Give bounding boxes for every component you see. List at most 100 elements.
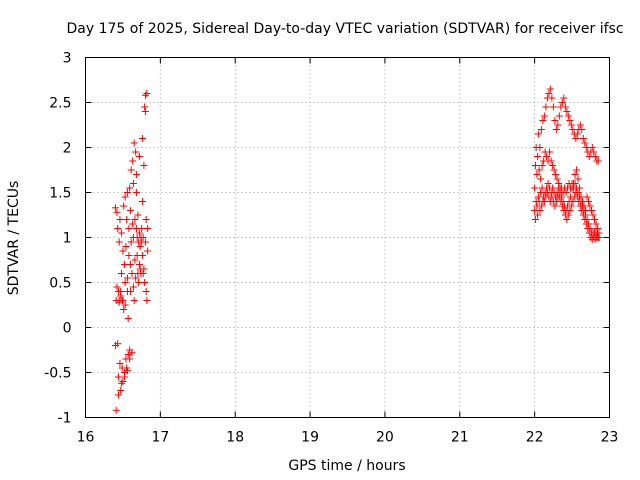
data-point xyxy=(547,157,555,165)
data-point xyxy=(537,202,545,210)
x-axis-label: GPS time / hours xyxy=(288,458,405,474)
data-point xyxy=(131,256,139,264)
data-point xyxy=(138,198,146,205)
data-point xyxy=(562,189,570,196)
data-point xyxy=(126,207,134,214)
data-point xyxy=(128,349,136,357)
data-point xyxy=(127,166,135,174)
data-point xyxy=(123,274,131,282)
data-point xyxy=(132,274,140,282)
data-point xyxy=(554,121,562,129)
data-point xyxy=(552,171,560,178)
data-point xyxy=(141,238,149,246)
data-point xyxy=(138,135,146,142)
data-point xyxy=(534,153,542,160)
y-tick-label: 2 xyxy=(63,141,72,157)
data-point xyxy=(546,148,554,156)
data-point xyxy=(531,162,539,169)
data-point xyxy=(117,288,125,295)
data-point xyxy=(590,148,598,156)
data-point xyxy=(125,252,133,259)
x-tick-label: 23 xyxy=(601,430,619,446)
data-point xyxy=(129,157,137,165)
data-point xyxy=(123,216,131,223)
data-point xyxy=(120,306,128,313)
data-point xyxy=(564,211,572,219)
data-point xyxy=(576,184,584,192)
x-tick-label: 21 xyxy=(451,430,469,446)
data-point xyxy=(560,94,568,102)
data-point xyxy=(141,108,149,115)
data-point xyxy=(131,216,139,223)
data-point xyxy=(139,270,147,277)
data-point xyxy=(552,126,560,133)
data-point xyxy=(535,166,543,174)
data-point xyxy=(583,193,591,201)
data-point xyxy=(116,360,124,367)
data-point xyxy=(114,391,122,399)
data-point xyxy=(123,189,131,196)
data-point xyxy=(132,171,140,178)
x-tick-label: 17 xyxy=(151,430,169,446)
data-point xyxy=(542,103,550,111)
data-point xyxy=(555,112,563,120)
data-point xyxy=(130,297,138,304)
data-point xyxy=(537,126,545,133)
data-point xyxy=(549,162,557,169)
data-point xyxy=(127,238,135,246)
data-point xyxy=(129,283,137,291)
x-tick-label: 18 xyxy=(226,430,244,446)
data-point xyxy=(563,108,571,115)
data-point xyxy=(126,184,134,192)
chart-title: Day 175 of 2025, Sidereal Day-to-day VTE… xyxy=(66,21,623,37)
data-point xyxy=(136,243,144,250)
data-point xyxy=(555,180,563,187)
data-point xyxy=(583,216,591,223)
data-point xyxy=(538,162,546,169)
data-point xyxy=(580,202,588,210)
data-point xyxy=(120,261,128,268)
data-point xyxy=(128,270,136,277)
data-points xyxy=(111,85,603,414)
data-point xyxy=(586,225,594,232)
data-point xyxy=(591,216,599,223)
data-point xyxy=(115,238,123,246)
data-point xyxy=(113,208,121,216)
data-point xyxy=(566,117,574,124)
data-point xyxy=(569,126,577,133)
data-point xyxy=(589,211,597,219)
data-point xyxy=(124,351,132,358)
data-point xyxy=(122,243,130,250)
data-point xyxy=(117,270,125,277)
data-point xyxy=(545,90,553,97)
data-point xyxy=(116,216,124,223)
data-point xyxy=(581,139,589,147)
data-point xyxy=(558,99,566,106)
y-tick-label: 0 xyxy=(63,321,72,337)
data-point xyxy=(571,171,579,178)
data-point xyxy=(574,175,582,183)
data-point xyxy=(546,85,554,93)
data-point xyxy=(573,130,581,138)
data-point xyxy=(585,153,593,160)
data-point xyxy=(594,157,602,165)
data-point xyxy=(588,207,596,214)
data-point xyxy=(129,180,137,187)
data-point xyxy=(143,297,151,304)
data-point xyxy=(113,283,121,291)
data-point xyxy=(141,103,149,111)
data-point xyxy=(121,193,129,201)
data-point xyxy=(531,184,539,192)
data-point xyxy=(572,135,580,142)
data-point xyxy=(135,261,143,268)
data-point xyxy=(121,279,129,286)
y-tick-label: -0.5 xyxy=(44,366,71,382)
data-point xyxy=(567,202,575,210)
data-point xyxy=(119,378,127,385)
data-point xyxy=(112,406,120,414)
data-point xyxy=(537,175,545,183)
y-tick-labels: -1 -0.5 0 0.5 1 1.5 2 2.5 3 xyxy=(44,51,71,427)
data-point xyxy=(135,153,143,160)
data-point xyxy=(569,198,577,205)
data-point xyxy=(573,166,581,174)
